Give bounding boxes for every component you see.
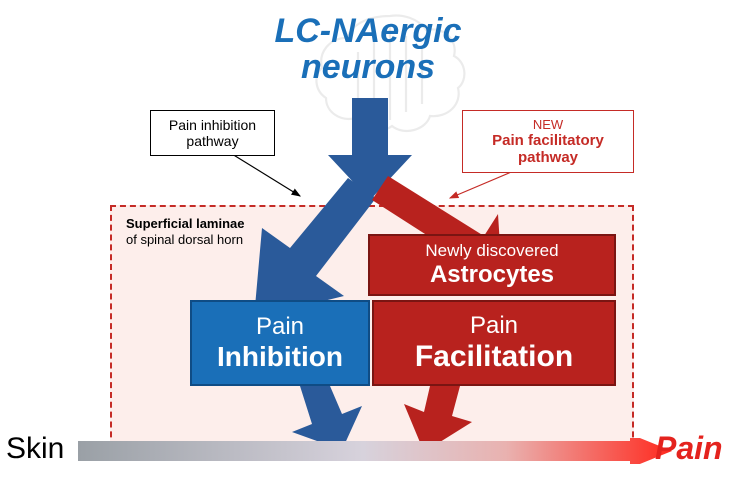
label-facil-line2: pathway xyxy=(473,149,623,166)
label-facil-line1: Pain facilitatory xyxy=(473,132,623,149)
label-pain-inhibition-pathway: Pain inhibition pathway xyxy=(150,110,275,156)
pain-inhibition-line1: Pain xyxy=(256,313,304,341)
connector-facilitation xyxy=(450,170,516,198)
pain-inhibition-line2: Inhibition xyxy=(217,341,343,373)
label-pain-facilitatory-pathway: NEW Pain facilitatory pathway xyxy=(462,110,634,173)
box-astrocytes: Newly discovered Astrocytes xyxy=(368,234,616,296)
pain-facilitation-line1: Pain xyxy=(470,312,518,340)
label-inhibition-line2: pathway xyxy=(161,133,264,149)
label-inhibition-line1: Pain inhibition xyxy=(161,117,264,133)
skin-pain-arrow xyxy=(78,438,672,464)
astrocytes-line1: Newly discovered xyxy=(425,241,558,261)
label-pain: Pain xyxy=(655,430,723,467)
astrocytes-line2: Astrocytes xyxy=(430,261,554,289)
box-pain-inhibition: Pain Inhibition xyxy=(190,300,370,386)
arrow-to-inhibition xyxy=(254,178,376,318)
label-skin: Skin xyxy=(6,432,64,466)
connector-inhibition xyxy=(232,154,300,196)
box-pain-facilitation: Pain Facilitation xyxy=(372,300,616,386)
pain-facilitation-line2: Facilitation xyxy=(415,340,573,374)
label-facil-small: NEW xyxy=(473,117,623,132)
